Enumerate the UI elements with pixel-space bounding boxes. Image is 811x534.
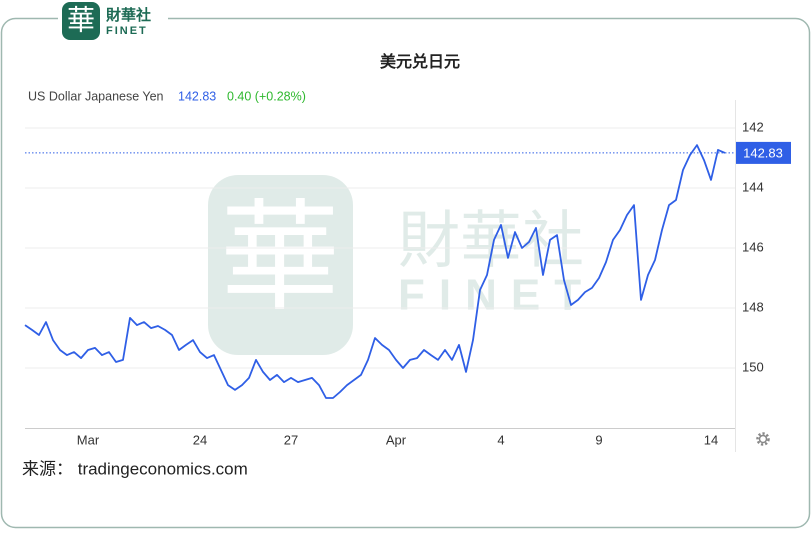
watermark: 華 財華社 FINET: [208, 175, 595, 355]
frame: [0, 17, 811, 529]
logo-sub: FINET: [106, 25, 148, 37]
chart-title: 美元兑日元: [380, 52, 460, 71]
y-tick-label: 142: [742, 119, 764, 134]
logo-mark: 華: [67, 4, 95, 37]
watermark-name: 財華社: [398, 206, 584, 275]
x-tick-label: Apr: [386, 432, 407, 447]
instrument: US Dollar Japanese Yen: [28, 89, 164, 103]
x-tick-label: Mar: [77, 432, 100, 447]
logo-name: 財華社: [105, 6, 151, 24]
last-value-tag: [736, 141, 791, 164]
x-tick-label: 27: [284, 432, 298, 447]
settings-icon[interactable]: [756, 432, 770, 446]
source: 来源： tradingeconomics.com: [22, 459, 248, 478]
gear-teeth[interactable]: [756, 432, 770, 446]
watermark-sub: FINET: [398, 271, 595, 320]
change: 0.40 (+0.28%): [227, 89, 306, 103]
x-tick-label: 4: [497, 432, 504, 447]
x-tick-label: 9: [595, 432, 602, 447]
price-line: [24, 144, 726, 399]
gear-body[interactable]: [758, 434, 768, 444]
last-value-tag-label: 142.83: [743, 145, 783, 160]
y-tick-label: 146: [742, 239, 764, 254]
x-tick-label: 14: [704, 432, 718, 447]
watermark-badge: [208, 175, 353, 355]
y-tick-label: 150: [742, 359, 764, 374]
last-value: 142.83: [178, 89, 216, 103]
logo-badge: [62, 2, 100, 40]
x-tick-label: 24: [193, 432, 207, 447]
watermark-mark: 華: [220, 189, 340, 328]
y-tick-label: 148: [742, 299, 764, 314]
y-tick-label: 144: [742, 179, 764, 194]
